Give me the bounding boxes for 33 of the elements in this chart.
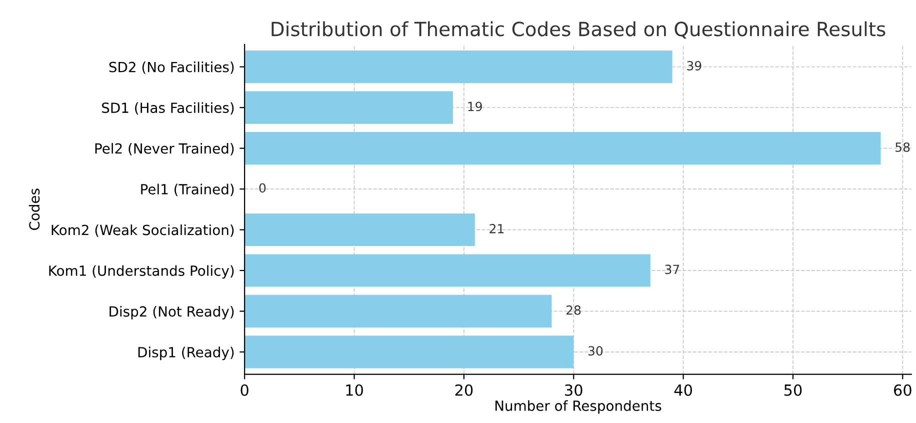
x-tick-label: 40 xyxy=(674,384,692,396)
data-label: 39 xyxy=(687,60,702,70)
data-label: 21 xyxy=(490,224,504,234)
x-tick-label: 20 xyxy=(455,384,473,396)
x-axis-title: Number of Respondents xyxy=(495,400,662,414)
bar xyxy=(244,50,672,84)
x-tick-label: 10 xyxy=(346,384,363,396)
chart-title: Distribution of Thematic Codes Based on Questionnaire Results xyxy=(272,21,886,39)
data-label: 28 xyxy=(566,305,581,315)
y-tick-label: Kom1 (Understands Policy) xyxy=(49,265,234,279)
x-tick-label: 30 xyxy=(565,384,582,396)
y-tick-label: SD2 (No Facilities) xyxy=(109,62,234,74)
data-label: 19 xyxy=(468,102,482,112)
y-tick-label: SD1 (Has Facilities) xyxy=(102,102,234,115)
y-tick-label: Disp2 (Not Ready) xyxy=(110,306,234,320)
y-tick-label: Disp1 (Ready) xyxy=(138,346,234,360)
x-tick-label: 50 xyxy=(784,384,802,396)
bar xyxy=(244,132,881,165)
x-tick-label: 0 xyxy=(240,384,248,396)
y-tick-label: Pel1 (Trained) xyxy=(141,184,234,196)
data-label: 30 xyxy=(588,346,603,356)
bar xyxy=(244,336,574,368)
data-label: 37 xyxy=(665,264,680,274)
bar xyxy=(244,91,453,124)
y-axis-title: Codes xyxy=(28,188,40,230)
x-tick-label: 60 xyxy=(894,384,912,396)
data-label: 0 xyxy=(259,183,266,193)
bar xyxy=(244,294,552,328)
y-tick-label: Kom2 (Weak Socialization) xyxy=(52,224,234,237)
bar xyxy=(244,213,475,246)
data-label: 58 xyxy=(896,142,910,152)
y-tick-label: Pel2 (Never Trained) xyxy=(95,143,234,156)
bar xyxy=(244,254,650,287)
